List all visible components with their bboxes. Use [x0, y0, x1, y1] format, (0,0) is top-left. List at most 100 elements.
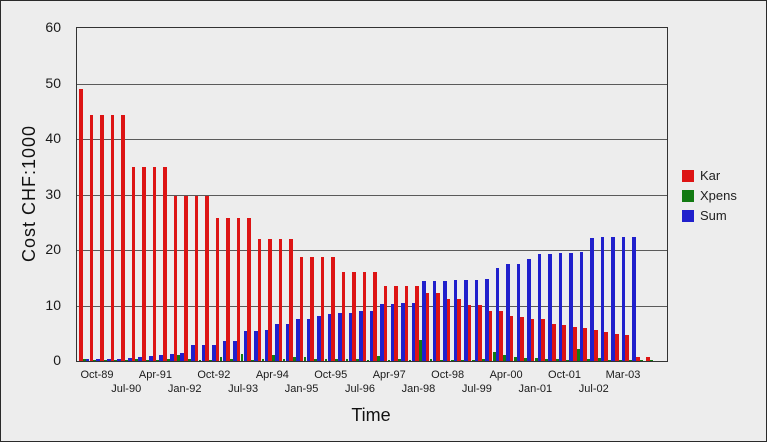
- x-tick-label-Jan-92: Jan-92: [167, 383, 202, 395]
- bar-sum-Oct-99: [506, 263, 510, 361]
- x-tick-label-Mar-03: Mar-03: [605, 369, 641, 381]
- x-tick-label-Oct-01: Oct-01: [548, 369, 582, 381]
- bar-sum-Jan-02: [600, 237, 605, 361]
- bar-kar-Oct-89: [79, 89, 83, 361]
- bar-xpens-Oct-99: [503, 355, 507, 361]
- bar-sum-Jan-94: [264, 329, 269, 361]
- bar-kar-Jul-02: [614, 333, 619, 361]
- x-tick-label-Apr-00: Apr-00: [489, 369, 523, 381]
- bar-xpens-Jan-95: [303, 356, 307, 361]
- bar-kar-Jul-93: [236, 217, 241, 361]
- bar-xpens-Oct-90: [124, 359, 128, 361]
- bar-sum-Apr-94: [275, 323, 279, 361]
- y-tick-label-60: 60: [45, 19, 61, 35]
- bar-sum-Jul-01: [579, 252, 584, 361]
- bar-kar-Oct-90: [121, 114, 125, 361]
- x-tick-label-Oct-95: Oct-95: [314, 369, 348, 381]
- bar-xpens-Oct-02: [629, 360, 633, 361]
- bar-kar-Jan-01: [551, 324, 556, 361]
- legend-item-sum: Sum: [682, 209, 737, 223]
- x-tick-label-Jan-01: Jan-01: [518, 383, 553, 395]
- bar-xpens-Jul-96: [366, 359, 370, 361]
- x-tick-label-Apr-94: Apr-94: [255, 369, 289, 381]
- gridline-y-20: [77, 250, 667, 251]
- bar-kar-Oct-02: [625, 334, 630, 361]
- bar-sum-Oct-95: [338, 313, 342, 361]
- bar-kar-Oct-95: [331, 256, 335, 361]
- x-tick-label-Jul-96: Jul-96: [345, 383, 375, 395]
- bar-kar-Jul-90: [110, 114, 115, 361]
- bar-kar-Jan-91: [131, 166, 136, 361]
- bar-xpens-Oct-94: [293, 356, 296, 361]
- bar-kar-Apr-02: [604, 332, 609, 361]
- bar-kar-Jan-97: [383, 285, 388, 361]
- bar-xpens-Jul-94: [282, 359, 286, 361]
- bar-xpens-Apr-90: [103, 359, 107, 361]
- bar-kar-Jan-99: [467, 304, 472, 361]
- y-tick-label-0: 0: [53, 352, 61, 368]
- bar-kar-Mar-03: [646, 356, 651, 361]
- bar-xpens-Jul-91: [156, 359, 160, 361]
- bar-sum-Jan-00: [516, 263, 521, 361]
- bar-sum-Jul-98: [453, 279, 458, 361]
- bar-kar-Oct-91: [163, 166, 167, 361]
- bar-kar-Apr-91: [142, 166, 146, 361]
- bar-sum-Jul-94: [285, 323, 290, 361]
- sum-color-swatch: [682, 210, 694, 222]
- bar-xpens-Mar-03: [650, 360, 654, 361]
- bar-xpens-Apr-98: [440, 359, 443, 361]
- x-tick-label-Jan-98: Jan-98: [401, 383, 436, 395]
- bar-kar-Apr-90: [100, 114, 104, 361]
- bar-kar-Oct-92: [205, 195, 209, 361]
- x-tick-label-Jul-02: Jul-02: [578, 383, 609, 395]
- bar-sum-Oct-89: [85, 359, 90, 361]
- legend-item-xpens: Xpens: [682, 189, 737, 203]
- bar-sum-Jan-99: [474, 279, 479, 361]
- bar-kar-Oct-00: [541, 319, 545, 361]
- bar-kar-Jul-91: [152, 166, 157, 361]
- bar-kar-Jan-03: [635, 356, 640, 361]
- bar-kar-Oct-97: [415, 285, 419, 361]
- bar-kar-Jul-99: [488, 311, 493, 361]
- bar-xpens-Jul-00: [534, 357, 538, 361]
- bar-xpens-Oct-01: [587, 359, 591, 361]
- bar-sum-Jul-97: [411, 303, 416, 361]
- bar-kar-Apr-99: [478, 304, 482, 361]
- bar-xpens-Jul-92: [198, 359, 202, 361]
- bar-sum-Oct-01: [590, 237, 594, 361]
- plot-area: [76, 27, 668, 362]
- bar-xpens-Oct-93: [251, 359, 254, 361]
- bar-xpens-Jul-99: [492, 351, 496, 361]
- bar-kar-Jul-98: [446, 298, 451, 361]
- bar-xpens-Jan-93: [219, 356, 223, 361]
- bar-kar-Jul-92: [194, 195, 199, 361]
- bar-sum-Jul-91: [159, 355, 164, 361]
- bar-sum-Apr-91: [148, 356, 153, 361]
- bar-xpens-Oct-95: [335, 359, 338, 361]
- bar-xpens-Jul-02: [618, 359, 622, 361]
- bar-xpens-Jul-98: [450, 359, 454, 361]
- bar-xpens-Apr-96: [356, 358, 359, 361]
- bar-kar-Apr-00: [520, 316, 524, 361]
- gridline-y-30: [77, 194, 667, 196]
- bar-kar-Apr-98: [436, 293, 440, 361]
- bar-sum-Apr-98: [443, 280, 447, 361]
- bar-xpens-Oct-89: [82, 359, 86, 361]
- bar-sum-Jan-01: [558, 253, 563, 361]
- y-tick-label-20: 20: [45, 241, 61, 257]
- y-tick-label-40: 40: [45, 130, 61, 146]
- x-tick-label-Jul-90: Jul-90: [111, 383, 142, 395]
- bar-sum-Oct-98: [464, 279, 468, 361]
- bar-sum-Apr-01: [569, 252, 573, 361]
- bar-sum-Oct-02: [632, 236, 636, 361]
- bar-sum-Oct-96: [380, 303, 384, 361]
- bar-sum-Jan-97: [390, 303, 395, 361]
- bar-kar-Apr-92: [184, 195, 188, 361]
- bar-kar-Oct-99: [499, 311, 503, 361]
- bar-xpens-Apr-91: [145, 359, 149, 361]
- bar-xpens-Apr-01: [566, 359, 570, 361]
- bar-xpens-Oct-97: [419, 339, 422, 361]
- bar-xpens-Jan-91: [135, 359, 139, 361]
- bar-xpens-Apr-94: [272, 354, 275, 361]
